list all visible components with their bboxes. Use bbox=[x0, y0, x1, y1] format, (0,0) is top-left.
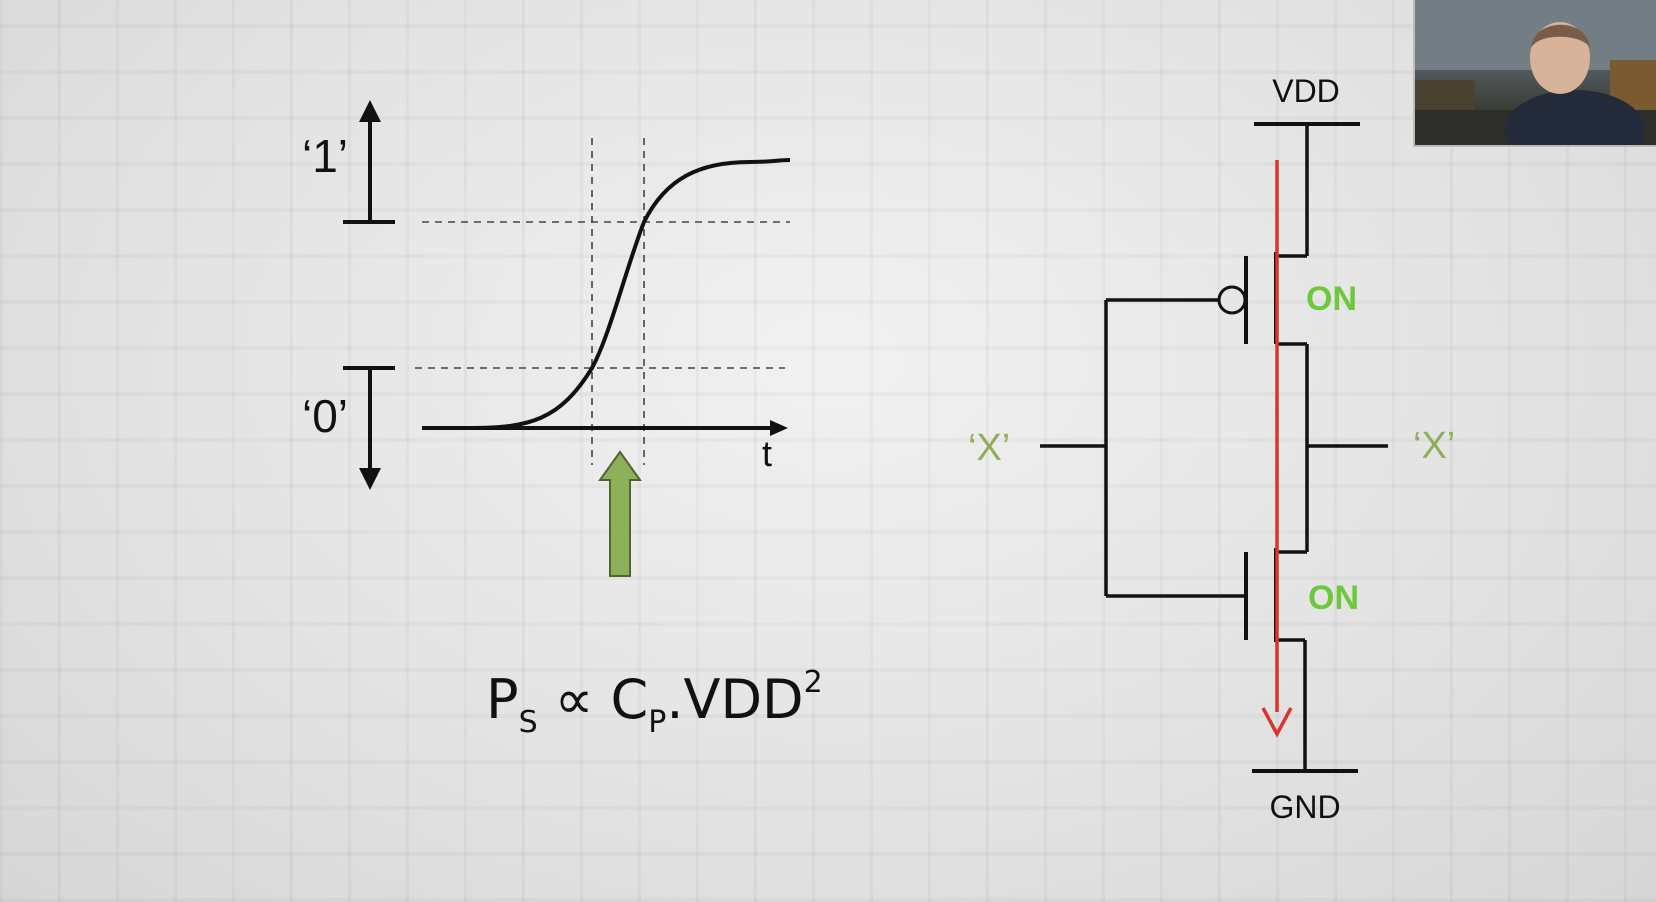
gnd-label: GND bbox=[1269, 789, 1340, 825]
pmos-state-label: ON bbox=[1306, 280, 1357, 318]
input-label: ‘X’ bbox=[968, 427, 1010, 469]
low-level-label: ‘0’ bbox=[302, 390, 348, 442]
formula-vdd-term: .VDD bbox=[666, 668, 804, 731]
formula-capacitance-subscript: P bbox=[648, 705, 667, 740]
power-formula: PS ∝ CP.VDD2 bbox=[486, 668, 823, 738]
pmos-bubble bbox=[1217, 285, 1247, 315]
cmos-inverter: VDD GND ‘X’ ‘X’ ON ON bbox=[968, 73, 1455, 825]
formula-power-symbol: P bbox=[486, 668, 519, 731]
switching-waveform bbox=[422, 158, 791, 430]
current-arrow-head bbox=[1261, 707, 1293, 738]
high-level-arrow-head bbox=[359, 100, 381, 122]
time-axis-arrow-head bbox=[770, 420, 788, 436]
presenter-head bbox=[1530, 22, 1590, 94]
high-level-label: ‘1’ bbox=[302, 130, 348, 182]
waveform-diagram: ‘1’ ‘0’ t bbox=[302, 100, 791, 577]
low-level-arrow-head bbox=[359, 468, 381, 490]
formula-exponent: 2 bbox=[803, 665, 823, 700]
vdd-label: VDD bbox=[1272, 73, 1340, 109]
presenter-video bbox=[1415, 0, 1656, 145]
output-label: ‘X’ bbox=[1413, 425, 1455, 467]
presenter-shoulders bbox=[1505, 90, 1645, 145]
formula-capacitance-symbol: C bbox=[610, 668, 649, 731]
webcam-overlay bbox=[1413, 0, 1656, 147]
time-axis-label: t bbox=[762, 433, 772, 474]
transition-marker-arrow bbox=[598, 450, 642, 577]
formula-power-subscript: S bbox=[518, 705, 538, 740]
nmos-state-label: ON bbox=[1308, 579, 1359, 617]
formula-proportional-symbol: ∝ bbox=[537, 668, 611, 731]
